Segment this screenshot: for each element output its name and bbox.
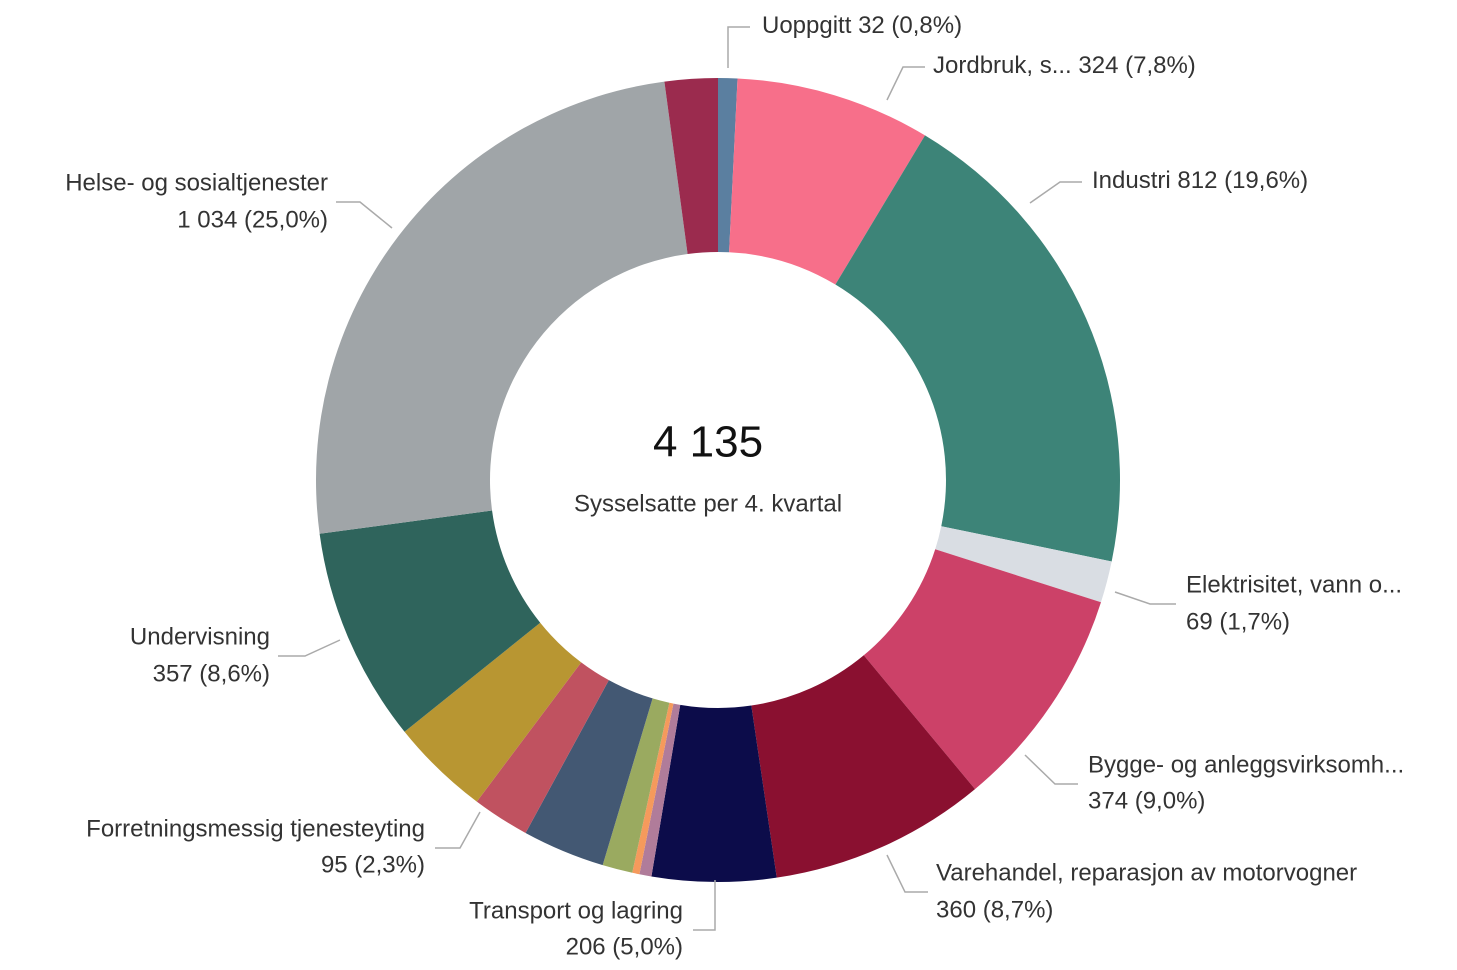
leader-line [693, 880, 716, 931]
slice-name: Varehandel, reparasjon av motorvogner [936, 859, 1357, 886]
slice-value: 69 (1,7%) [1186, 608, 1290, 635]
slice-name: Bygge- og anleggsvirksomh... [1088, 751, 1404, 778]
donut-segment [476, 662, 609, 833]
slice-name: Transport og lagring [469, 897, 683, 924]
donut-segment [863, 549, 1101, 790]
donut-segment [525, 680, 653, 866]
donut-segment [632, 702, 674, 875]
donut-segment [602, 698, 670, 873]
slice-value: 812 (19,6%) [1177, 167, 1308, 194]
donut-segment [729, 78, 926, 285]
slice-label: Uoppgitt 32 (0,8%) [762, 12, 962, 39]
donut-segment [404, 622, 582, 802]
donut-segment [664, 78, 718, 255]
slice-value: 374 (9,0%) [1088, 787, 1205, 814]
slice-value: 32 (0,8%) [858, 12, 962, 39]
slice-value: 360 (8,7%) [936, 896, 1053, 923]
slice-value: 357 (8,6%) [153, 660, 270, 687]
slice-name: Uoppgitt [762, 12, 852, 39]
slice-value: 324 (7,8%) [1078, 52, 1195, 79]
leader-line [886, 854, 928, 893]
slice-label: Jordbruk, s... 324 (7,8%) [933, 52, 1196, 79]
leader-line [435, 811, 481, 849]
donut-segment [718, 78, 738, 253]
donut-segment [751, 655, 976, 878]
slice-name: Helse- og sosialtjenester [65, 169, 328, 196]
center-subtitle: Sysselsatte per 4. kvartal [574, 490, 842, 517]
slice-name: Undervisning [130, 623, 270, 650]
donut-segment [651, 704, 777, 882]
leader-line [1114, 591, 1176, 605]
donut-segment [316, 81, 688, 534]
donut-segment [639, 703, 681, 877]
slice-value: 1 034 (25,0%) [177, 206, 328, 233]
donut-segment [935, 526, 1112, 603]
leader-line [1024, 754, 1078, 785]
center-value: 4 135 [653, 418, 763, 467]
leader-line [1029, 181, 1082, 204]
slice-name: Elektrisitet, vann o... [1186, 571, 1402, 598]
leader-line [336, 201, 393, 229]
slice-value: 95 (2,3%) [321, 851, 425, 878]
donut-segment [319, 510, 541, 732]
slice-name: Forretningsmessig tjenesteyting [86, 815, 425, 842]
leader-line [278, 639, 341, 657]
donut-segment [835, 135, 1120, 562]
slice-value: 206 (5,0%) [566, 933, 683, 960]
slice-name: Industri [1092, 167, 1171, 194]
slice-label: Industri 812 (19,6%) [1092, 167, 1308, 194]
leader-line [727, 26, 750, 68]
leader-line [886, 66, 925, 101]
slice-name: Jordbruk, s... [933, 52, 1072, 79]
